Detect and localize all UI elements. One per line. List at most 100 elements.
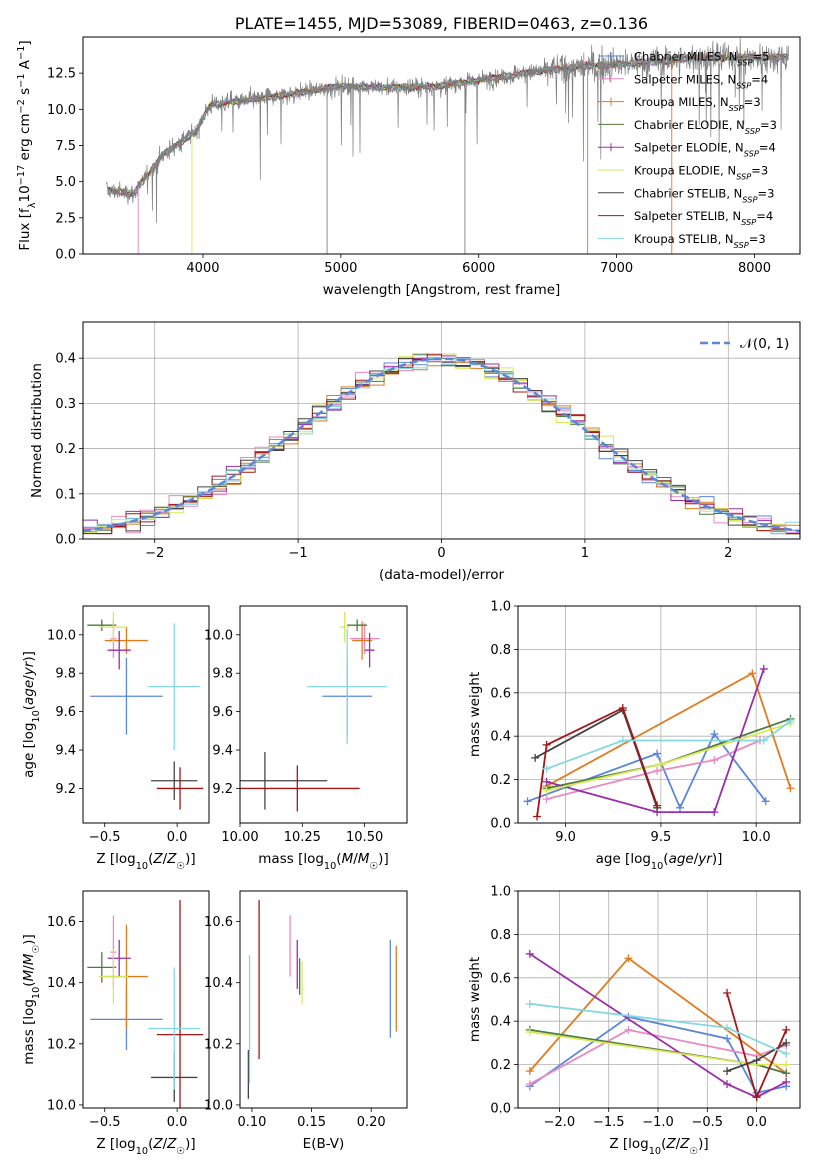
legend-label: Kroupa MILES, NSSP=3 <box>634 95 761 113</box>
x-tick-label: 1 <box>581 546 589 561</box>
y-tick-label: 10.2 <box>47 1037 76 1052</box>
y-tick-label: 0.2 <box>490 773 511 788</box>
x-tick-label: −0.5 <box>89 830 121 845</box>
y-tick-label: 9.8 <box>212 667 233 682</box>
y-tick-label: 0.3 <box>55 397 76 412</box>
weight-point-marker <box>675 803 684 812</box>
y-tick-label: 0.0 <box>490 817 511 832</box>
panel-age_vs_Z: −0.5 0.0 9.2 9.4 9.6 9.8 10.0 <box>47 605 210 845</box>
y-tick-label: 10.2 <box>204 1037 233 1052</box>
y-tick-label: 9.4 <box>212 744 233 759</box>
x-axis-label: Z [log10(Z/Z☉)] <box>609 1136 708 1157</box>
x-tick-label: −1 <box>289 546 308 561</box>
weight-point-marker <box>710 730 719 739</box>
weight-point-marker <box>759 664 768 673</box>
weight-point-marker <box>723 1080 732 1089</box>
panel-spectrum: 4000 5000 6000 7000 8000 0.0 2.5 5.0 7.5 10.0 12.5 <box>47 36 801 276</box>
y-tick-label: 10.4 <box>204 976 233 991</box>
x-tick-label: 0.20 <box>357 1115 386 1130</box>
y-tick-label: 1.0 <box>490 885 511 900</box>
weight-point-marker <box>761 797 770 806</box>
weight-point-marker <box>525 949 534 958</box>
weight-point-marker <box>531 753 540 762</box>
y-tick-label: 12.5 <box>47 67 76 82</box>
x-tick-label: 9.5 <box>651 830 672 845</box>
weight-point-marker <box>624 1025 633 1034</box>
y-tick-label: 1.0 <box>490 600 511 615</box>
axes-frame <box>517 605 801 824</box>
y-axis-label: age [log10(age/yr)] <box>21 651 42 778</box>
weight-point-marker <box>533 812 542 821</box>
weight-point-marker <box>618 736 627 745</box>
weight-series-line <box>529 953 787 1099</box>
weight-point-marker <box>723 988 732 997</box>
plot-area <box>523 664 795 821</box>
y-tick-label: 0.4 <box>490 1015 511 1030</box>
panel-mass_vs_ebv: 0.10 0.15 0.20 10.0 10.2 10.4 10.6 <box>204 890 408 1130</box>
x-tick-label: 10.00 <box>221 830 258 845</box>
weight-point-marker <box>525 999 534 1008</box>
y-tick-label: 7.5 <box>55 139 76 154</box>
y-tick-label: 0.0 <box>55 533 76 548</box>
x-tick-label: 10.25 <box>284 830 321 845</box>
weight-point-marker <box>542 764 551 773</box>
weight-point-marker <box>542 795 551 804</box>
weight-point-marker <box>782 1077 791 1086</box>
weight-point-marker <box>525 1028 534 1037</box>
weight-point-marker <box>653 749 662 758</box>
x-axis-label: mass [log10(M/M☉)] <box>258 851 388 872</box>
legend-label: Salpeter ELODIE, NSSP=4 <box>634 141 776 159</box>
legend-label: Salpeter STELIB, NSSP=4 <box>634 209 773 227</box>
legend-label: Chabrier ELODIE, NSSP=3 <box>634 118 777 136</box>
x-tick-label: 8000 <box>738 261 771 276</box>
y-tick-label: 10.0 <box>47 103 76 118</box>
x-tick-label: −0.5 <box>89 1115 121 1130</box>
x-axis-label: wavelength [Angstrom, rest frame] <box>323 282 561 298</box>
y-tick-label: 0.2 <box>55 442 76 457</box>
histogram-step <box>83 357 800 535</box>
axes-frame <box>239 605 408 824</box>
plot-area <box>525 949 791 1102</box>
legend-label: Kroupa ELODIE, NSSP=3 <box>634 164 768 182</box>
y-tick-label: 0.2 <box>490 1058 511 1073</box>
weight-point-marker <box>759 736 768 745</box>
axes-frame <box>82 890 210 1109</box>
y-tick-label: 9.6 <box>55 705 76 720</box>
plot-area <box>240 611 388 812</box>
legend-label: Kroupa STELIB, NSSP=3 <box>634 232 766 250</box>
y-tick-label: 0.0 <box>55 248 76 263</box>
x-tick-label: −2 <box>145 546 164 561</box>
x-tick-label: −1.0 <box>642 1115 674 1130</box>
x-tick-label: 5000 <box>324 261 357 276</box>
y-tick-label: 0.4 <box>490 730 511 745</box>
plot-area <box>106 37 790 254</box>
weight-point-marker <box>748 669 757 678</box>
y-axis-label: mass weight <box>467 672 483 757</box>
panel-weight_vs_age: 9.0 9.5 10.0 0.0 0.2 0.4 0.6 0.8 1.0 <box>490 600 801 845</box>
plot-area <box>87 900 204 1108</box>
y-tick-label: 5.0 <box>55 175 76 190</box>
plot-area <box>83 353 800 535</box>
axes-frame <box>517 890 801 1109</box>
legend-label: Chabrier STELIB, NSSP=3 <box>634 186 774 204</box>
weight-point-marker <box>723 1023 732 1032</box>
y-tick-label: 0.8 <box>490 643 511 658</box>
x-tick-label: 0.10 <box>237 1115 266 1130</box>
x-axis-label: age [log10(age/yr)] <box>596 851 723 872</box>
weight-point-marker <box>782 1038 791 1047</box>
weight-point-marker <box>710 756 719 765</box>
panel-residuals: −2 −1 0 1 2 0.0 0.1 0.2 0.3 0.4 <box>55 321 801 561</box>
plot-area <box>247 900 397 1099</box>
x-tick-label: 0.0 <box>167 830 188 845</box>
weight-point-marker <box>723 1067 732 1076</box>
x-tick-label: 10.0 <box>742 830 771 845</box>
y-tick-label: 10.6 <box>47 915 76 930</box>
weight-point-marker <box>723 1034 732 1043</box>
y-tick-label: 10.0 <box>47 628 76 643</box>
y-axis-label: Normed distribution <box>29 363 45 498</box>
x-tick-label: −2.0 <box>544 1115 576 1130</box>
y-tick-label: 2.5 <box>55 211 76 226</box>
weight-point-marker <box>752 1056 761 1065</box>
x-tick-label: 0 <box>437 546 445 561</box>
y-tick-label: 9.2 <box>55 782 76 797</box>
